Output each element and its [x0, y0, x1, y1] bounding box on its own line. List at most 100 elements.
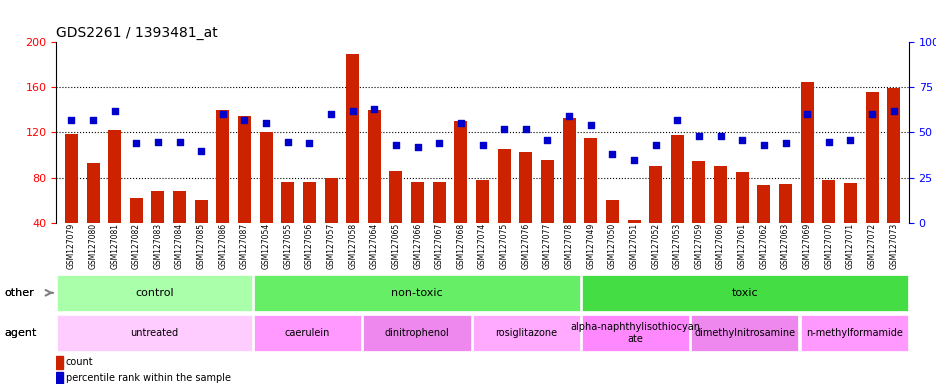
- Point: [388, 142, 403, 148]
- Text: GSM127052: GSM127052: [651, 223, 660, 269]
- Text: caerulein: caerulein: [285, 328, 330, 338]
- Text: GSM127073: GSM127073: [888, 223, 898, 269]
- Point: [431, 140, 446, 146]
- Point: [842, 137, 857, 143]
- Bar: [756, 185, 769, 268]
- Point: [734, 137, 749, 143]
- Bar: [800, 82, 812, 268]
- Bar: [195, 200, 208, 268]
- FancyBboxPatch shape: [57, 275, 252, 311]
- Point: [669, 117, 684, 123]
- Bar: [886, 88, 899, 268]
- Bar: [152, 191, 164, 268]
- Text: GSM127060: GSM127060: [715, 223, 724, 269]
- Text: GSM127051: GSM127051: [629, 223, 637, 269]
- Bar: [606, 200, 619, 268]
- Text: dimethylnitrosamine: dimethylnitrosamine: [694, 328, 795, 338]
- Text: GSM127050: GSM127050: [607, 223, 616, 269]
- Bar: [843, 183, 856, 268]
- Text: GSM127049: GSM127049: [586, 223, 594, 269]
- Bar: [173, 191, 186, 268]
- Text: GSM127055: GSM127055: [283, 223, 292, 269]
- Point: [172, 139, 187, 145]
- Bar: [778, 184, 791, 268]
- Point: [864, 111, 879, 118]
- Text: GSM127071: GSM127071: [845, 223, 854, 269]
- Text: GSM127077: GSM127077: [542, 223, 551, 269]
- Text: agent: agent: [5, 328, 37, 338]
- Text: agent: agent: [5, 328, 37, 338]
- Text: GSM127075: GSM127075: [499, 223, 508, 269]
- Text: other: other: [5, 288, 35, 298]
- Text: GSM127085: GSM127085: [197, 223, 206, 269]
- Bar: [108, 130, 121, 268]
- Point: [258, 121, 273, 127]
- Bar: [562, 118, 575, 268]
- Point: [648, 142, 663, 148]
- Text: GSM127061: GSM127061: [737, 223, 746, 269]
- Point: [128, 140, 143, 146]
- Bar: [649, 166, 662, 268]
- Point: [605, 151, 620, 157]
- Bar: [670, 135, 683, 268]
- Text: GSM127086: GSM127086: [218, 223, 227, 269]
- Text: alpha-naphthylisothiocyan
ate: alpha-naphthylisothiocyan ate: [570, 322, 700, 344]
- Bar: [86, 163, 99, 268]
- Text: GSM127066: GSM127066: [413, 223, 422, 269]
- Text: control: control: [135, 288, 174, 298]
- Text: GSM127074: GSM127074: [477, 223, 487, 269]
- Text: toxic: toxic: [731, 288, 757, 298]
- Bar: [130, 198, 142, 268]
- Point: [798, 111, 813, 118]
- FancyBboxPatch shape: [57, 315, 252, 351]
- Text: GSM127067: GSM127067: [434, 223, 444, 269]
- Text: GSM127078: GSM127078: [564, 223, 573, 269]
- Bar: [345, 53, 358, 268]
- Bar: [735, 172, 748, 268]
- Text: other: other: [5, 288, 35, 298]
- Point: [194, 147, 209, 154]
- Text: GSM127056: GSM127056: [304, 223, 314, 269]
- Point: [885, 108, 900, 114]
- Bar: [389, 171, 402, 268]
- Text: rosiglitazone: rosiglitazone: [495, 328, 557, 338]
- Text: GSM127087: GSM127087: [240, 223, 249, 269]
- Bar: [411, 182, 424, 268]
- Point: [777, 140, 792, 146]
- Point: [691, 133, 706, 139]
- Bar: [324, 178, 337, 268]
- Text: GSM127083: GSM127083: [154, 223, 162, 269]
- Point: [755, 142, 770, 148]
- Bar: [540, 160, 553, 268]
- Text: GSM127062: GSM127062: [758, 223, 768, 269]
- Point: [215, 111, 230, 118]
- Point: [344, 108, 359, 114]
- Point: [367, 106, 382, 112]
- Point: [323, 111, 338, 118]
- Point: [85, 117, 100, 123]
- Point: [410, 144, 425, 150]
- Bar: [368, 110, 380, 268]
- Point: [561, 113, 576, 119]
- Bar: [302, 182, 315, 268]
- Bar: [713, 166, 726, 268]
- Bar: [519, 152, 532, 268]
- Text: GSM127082: GSM127082: [132, 223, 140, 269]
- Bar: [56, 356, 64, 369]
- Bar: [216, 110, 229, 268]
- Text: dinitrophenol: dinitrophenol: [384, 328, 449, 338]
- FancyBboxPatch shape: [254, 275, 579, 311]
- Point: [301, 140, 316, 146]
- Text: non-toxic: non-toxic: [390, 288, 443, 298]
- Point: [582, 122, 597, 128]
- Bar: [65, 134, 78, 268]
- FancyBboxPatch shape: [581, 315, 689, 351]
- Text: untreated: untreated: [130, 328, 179, 338]
- Bar: [822, 180, 834, 268]
- Bar: [692, 161, 705, 268]
- Bar: [281, 182, 294, 268]
- Text: GDS2261 / 1393481_at: GDS2261 / 1393481_at: [56, 26, 218, 40]
- Text: GSM127076: GSM127076: [520, 223, 530, 269]
- Text: GSM127070: GSM127070: [824, 223, 832, 269]
- Text: GSM127059: GSM127059: [694, 223, 703, 269]
